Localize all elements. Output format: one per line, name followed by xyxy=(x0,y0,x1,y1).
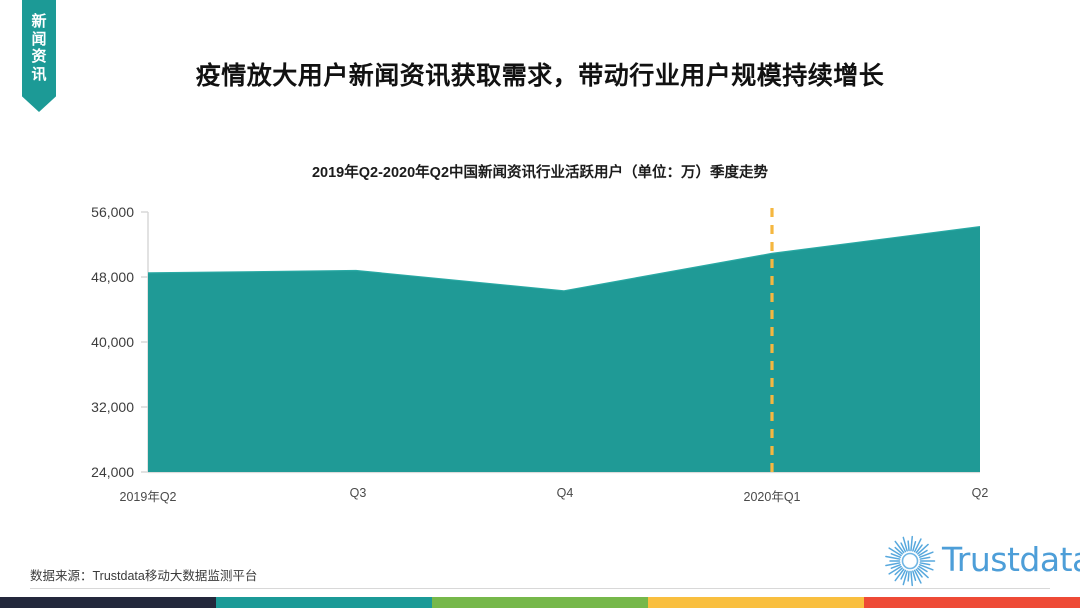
page-title: 疫情放大用户新闻资讯获取需求，带动行业用户规模持续增长 xyxy=(195,62,885,90)
bottom-bar-segment-5 xyxy=(864,597,1080,608)
y-tick-label: 32,000 xyxy=(91,399,134,415)
x-tick-label-2019q2: 2019年Q2 xyxy=(119,490,177,504)
side-tab-char-4: 讯 xyxy=(31,66,47,84)
y-tick-label: 48,000 xyxy=(91,269,134,285)
series-area-news-users xyxy=(148,226,980,472)
x-tick-label-2020q1: 2020年Q1 xyxy=(743,490,801,504)
y-tick-label: 24,000 xyxy=(91,464,134,480)
y-axis-labels: 56,000 48,000 40,000 32,000 24,000 xyxy=(46,0,134,608)
bottom-bar-segment-1 xyxy=(0,597,216,608)
side-tab-char-1: 新 xyxy=(31,13,47,30)
chart-title: 2019年Q2-2020年Q2中国新闻资讯行业活跃用户（单位：万）季度走势 xyxy=(311,165,769,181)
y-tick-label: 56,000 xyxy=(91,204,134,220)
data-source-note: 数据来源：Trustdata移动大数据监测平台 xyxy=(30,569,258,583)
sunburst-icon xyxy=(885,535,936,587)
series-line-news-users xyxy=(147,226,981,292)
trustdata-logo-text: Trustdata xyxy=(942,540,1080,579)
bottom-bar-segment-2 xyxy=(216,597,432,608)
news-category-tab: 新 闻 资 讯 xyxy=(22,0,56,112)
side-tab-char-2: 闻 xyxy=(31,30,47,48)
y-axis-ticks xyxy=(141,211,148,473)
x-tick-label-q2: Q2 xyxy=(971,486,989,500)
y-tick-label: 40,000 xyxy=(91,334,134,350)
bottom-bar-segment-4 xyxy=(648,597,864,608)
trustdata-logo: Trustdata xyxy=(880,534,1080,588)
x-tick-label-q4: Q4 xyxy=(556,486,574,500)
side-tab-char-3: 资 xyxy=(31,48,47,66)
footer-divider xyxy=(30,588,1050,589)
bottom-color-bar xyxy=(0,597,1080,608)
bottom-bar-segment-3 xyxy=(432,597,648,608)
x-tick-label-q3: Q3 xyxy=(349,486,367,500)
